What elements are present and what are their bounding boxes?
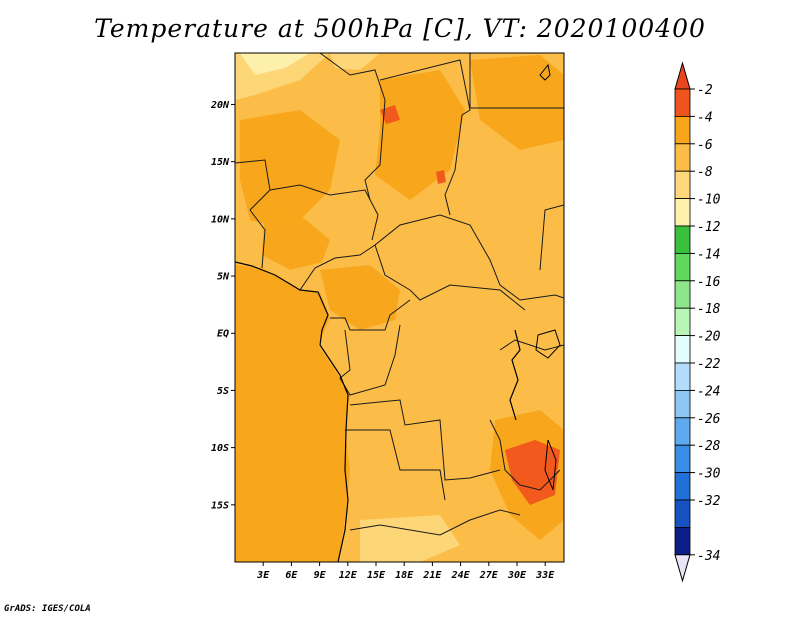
lon-label: 27E bbox=[479, 570, 499, 581]
colorbar-swatch bbox=[674, 444, 691, 474]
border-angola-zambia bbox=[345, 429, 446, 501]
lon-label: 12E bbox=[339, 570, 358, 581]
border-nigeria-cameroon bbox=[299, 244, 411, 291]
colorbar-swatch bbox=[674, 88, 691, 117]
map-plot-area bbox=[234, 52, 565, 563]
grads-credit: GrADS: IGES/COLA bbox=[4, 604, 91, 614]
border-mali-burkina bbox=[235, 159, 271, 191]
border-egypt-libya-sudan bbox=[469, 53, 564, 109]
lon-label: 6E bbox=[285, 570, 298, 581]
colorbar-label: -4 bbox=[697, 110, 713, 125]
border-chad-sudan bbox=[379, 59, 471, 216]
lon-label: 15E bbox=[367, 570, 386, 581]
colorbar-top-arrow bbox=[674, 61, 691, 90]
lat-label: 5N bbox=[217, 272, 230, 283]
lat-label: 10N bbox=[211, 214, 230, 225]
colorbar-label: -18 bbox=[697, 302, 721, 317]
cameroon-warm-region bbox=[320, 265, 400, 330]
border-namibia-zambia bbox=[349, 509, 521, 536]
colorbar-swatch bbox=[674, 143, 691, 172]
lat-label: 15S bbox=[211, 500, 229, 511]
border-benin-togo bbox=[249, 209, 266, 269]
colorbar-label: -28 bbox=[697, 439, 721, 454]
lat-label: EQ bbox=[217, 329, 229, 340]
lon-label: 24E bbox=[451, 570, 471, 581]
sahara-warm-region bbox=[240, 110, 340, 230]
lat-label: 10S bbox=[211, 443, 229, 454]
colorbar-label: -22 bbox=[697, 357, 721, 372]
colorbar-label: -26 bbox=[697, 412, 721, 427]
border-ethiopia bbox=[539, 204, 564, 271]
colorbar-label: -20 bbox=[697, 330, 721, 345]
colorbar-swatch bbox=[674, 417, 691, 446]
colorbar-swatch bbox=[674, 198, 691, 227]
map-title: Temperature at 500hPa [C], VT: 202010040… bbox=[94, 14, 706, 43]
colorbar-label: -6 bbox=[697, 138, 713, 153]
lon-label: 9E bbox=[314, 570, 327, 581]
colorbar-label: -30 bbox=[697, 467, 721, 482]
ocean-warm-region bbox=[235, 265, 350, 562]
lon-label: 21E bbox=[422, 570, 442, 581]
colorbar-swatch bbox=[674, 225, 691, 254]
lat-label: 5S bbox=[217, 386, 229, 397]
colorbar-label: -24 bbox=[697, 384, 720, 399]
colorbar-swatch bbox=[674, 252, 691, 282]
colorbar-swatch bbox=[674, 472, 691, 501]
nigeria-warm-region bbox=[262, 205, 330, 270]
plot-frame bbox=[234, 52, 565, 563]
hot-spot-north bbox=[380, 105, 400, 124]
colorbar-label: -10 bbox=[697, 193, 721, 208]
chad-warm-region bbox=[375, 70, 465, 200]
border-zambia-malawi bbox=[489, 419, 561, 491]
colorbar-swatch bbox=[674, 527, 691, 556]
lat-label: 15N bbox=[211, 157, 230, 168]
colorbar-bottom-arrow bbox=[674, 554, 691, 583]
border-car-north bbox=[374, 214, 521, 301]
lon-label: 30E bbox=[507, 570, 527, 581]
colorbar-swatch bbox=[674, 307, 691, 337]
latitude-axis: 20N 15N 10N 5N EQ 5S 10S 15S bbox=[210, 100, 235, 511]
colorbar-swatch bbox=[674, 116, 691, 145]
temperature-field bbox=[235, 53, 564, 562]
lake-tanganyika bbox=[509, 329, 521, 421]
colorbar-label: -16 bbox=[697, 275, 721, 290]
atlantic-coastline bbox=[235, 261, 349, 562]
border-east-lakes bbox=[499, 339, 564, 351]
lon-label: 3E bbox=[256, 570, 270, 581]
border-niger-chad bbox=[319, 53, 386, 201]
ne-warm-region bbox=[470, 55, 564, 150]
lat-label: 20N bbox=[210, 100, 230, 111]
colorbar-label: -2 bbox=[697, 83, 713, 98]
longitude-axis: 3E 6E 9E 12E 15E 18E 21E 24E 27E 30E 33E bbox=[256, 562, 555, 581]
border-cameroon-gabon bbox=[330, 299, 411, 331]
cool-region-south bbox=[360, 515, 460, 562]
colorbar-swatch bbox=[674, 335, 691, 364]
colorbar-label: -12 bbox=[697, 220, 721, 235]
colorbar-swatch bbox=[674, 499, 691, 528]
lon-label: 33E bbox=[535, 570, 555, 581]
colorbar-swatch bbox=[674, 389, 691, 419]
lake-malawi bbox=[544, 439, 557, 491]
colorbar-swatch bbox=[674, 280, 691, 309]
border-congo bbox=[339, 324, 401, 396]
red-sea-coast bbox=[539, 63, 551, 81]
border-uganda-north bbox=[519, 294, 564, 301]
cool-region-north bbox=[330, 53, 380, 70]
border-angola-drc bbox=[349, 399, 501, 481]
colorbar-label: -32 bbox=[697, 494, 721, 509]
colorbar-swatch bbox=[674, 362, 691, 391]
lon-label: 18E bbox=[395, 570, 414, 581]
colorbar: -2 -4 -6 -8 -10 -12 -14 -16 -18 -20 -22 -24 -26 -28 -3… bbox=[674, 61, 721, 583]
colorbar-label: -34 bbox=[697, 549, 720, 564]
colorbar-swatch bbox=[674, 170, 691, 199]
colorbar-label: -8 bbox=[697, 165, 713, 180]
colorbar-label: -14 bbox=[697, 247, 720, 262]
coolest-region-nw bbox=[240, 53, 310, 75]
lake-victoria bbox=[535, 329, 561, 359]
border-car-drc bbox=[409, 284, 526, 311]
hot-spot-chad bbox=[436, 170, 446, 184]
